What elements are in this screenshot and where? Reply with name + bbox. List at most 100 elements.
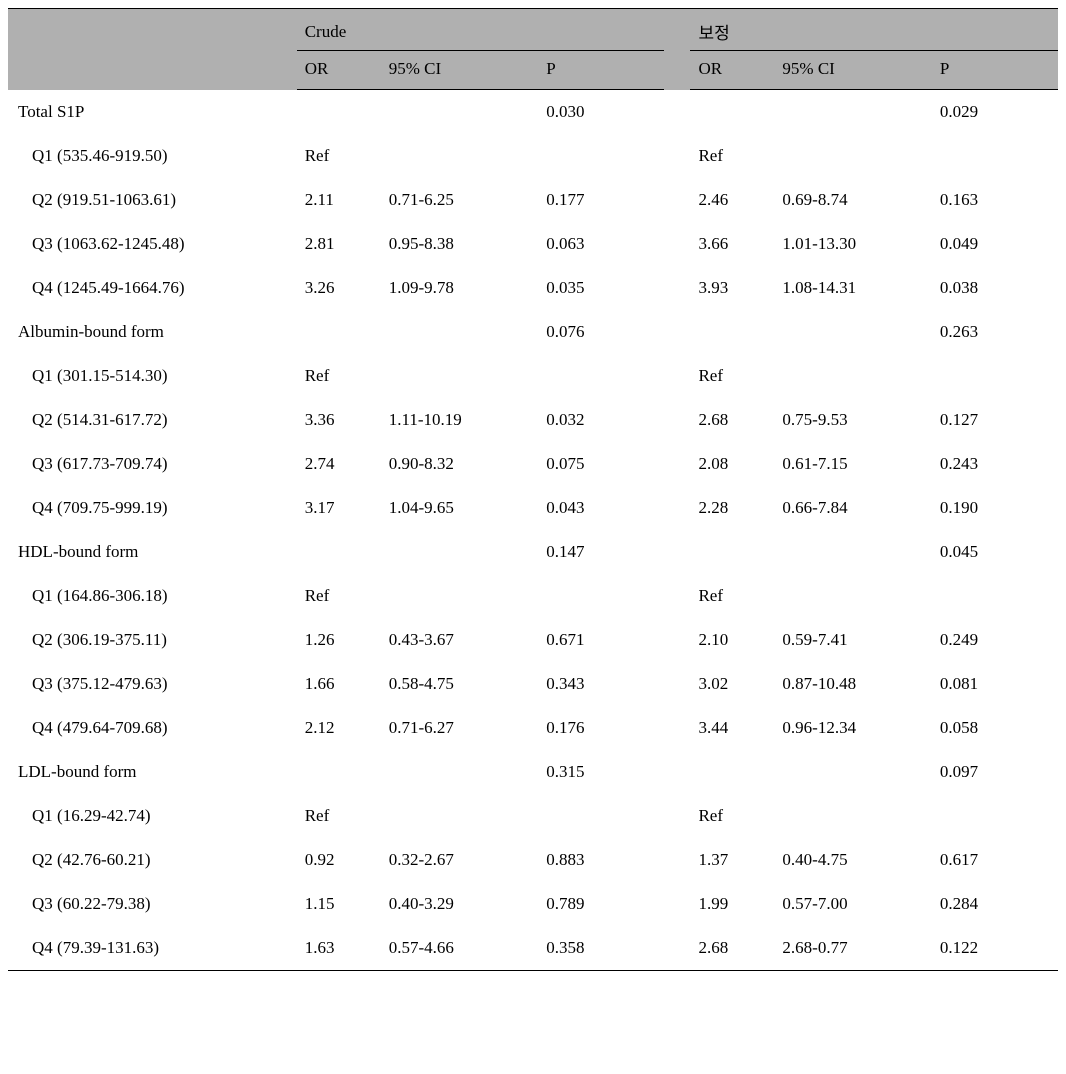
cell-crude-or: 1.63: [297, 926, 381, 971]
cell-adj-p: [932, 134, 1058, 178]
cell-adj-or: 2.10: [690, 618, 774, 662]
cell-crude-ci: 1.11-10.19: [381, 398, 538, 442]
cell-crude-ci: [381, 794, 538, 838]
row-label: Q4 (479.64-709.68): [8, 706, 297, 750]
cell-gap: [664, 662, 690, 706]
row-label: Q1 (164.86-306.18): [8, 574, 297, 618]
cell-crude-or: 2.12: [297, 706, 381, 750]
cell-crude-or: 3.36: [297, 398, 381, 442]
cell-adj-or: Ref: [690, 794, 774, 838]
cell-adj-ci: 0.66-7.84: [774, 486, 931, 530]
cell-adj-p: 0.097: [932, 750, 1058, 794]
cell-adj-or: 3.02: [690, 662, 774, 706]
cell-crude-ci: 0.90-8.32: [381, 442, 538, 486]
section-row: Albumin-bound form0.0760.263: [8, 310, 1058, 354]
cell-adj-p: [932, 354, 1058, 398]
cell-adj-ci: 0.87-10.48: [774, 662, 931, 706]
header-adj-or: OR: [690, 51, 774, 90]
cell-crude-p: 0.030: [538, 90, 664, 135]
cell-crude-ci: [381, 530, 538, 574]
cell-adj-ci: [774, 794, 931, 838]
cell-gap: [664, 574, 690, 618]
cell-adj-p: 0.029: [932, 90, 1058, 135]
cell-gap: [664, 310, 690, 354]
cell-adj-ci: 0.59-7.41: [774, 618, 931, 662]
row-label: Q2 (42.76-60.21): [8, 838, 297, 882]
cell-gap: [664, 926, 690, 971]
cell-adj-p: 0.190: [932, 486, 1058, 530]
cell-gap: [664, 354, 690, 398]
row-label: Q3 (375.12-479.63): [8, 662, 297, 706]
cell-crude-ci: [381, 90, 538, 135]
section-title: HDL-bound form: [8, 530, 297, 574]
header-adj-ci: 95% CI: [774, 51, 931, 90]
row-label: Q1 (16.29-42.74): [8, 794, 297, 838]
cell-crude-p: [538, 574, 664, 618]
section-row: Total S1P 0.030 0.029: [8, 90, 1058, 135]
section-row: HDL-bound form0.1470.045: [8, 530, 1058, 574]
cell-gap: [664, 882, 690, 926]
cell-crude-or: Ref: [297, 354, 381, 398]
cell-adj-ci: 1.08-14.31: [774, 266, 931, 310]
table-header: Crude 보정 OR 95% CI P OR 95% CI P: [8, 9, 1058, 90]
cell-crude-or: 3.17: [297, 486, 381, 530]
cell-crude-ci: 0.58-4.75: [381, 662, 538, 706]
table-row: Q2 (42.76-60.21)0.920.32-2.670.8831.370.…: [8, 838, 1058, 882]
row-label: Q1 (301.15-514.30): [8, 354, 297, 398]
cell-crude-p: 0.177: [538, 178, 664, 222]
cell-crude-or: 2.74: [297, 442, 381, 486]
table-row: Q1 (535.46-919.50)RefRef: [8, 134, 1058, 178]
cell-adj-ci: 2.68-0.77: [774, 926, 931, 971]
table-row: Q1 (164.86-306.18)RefRef: [8, 574, 1058, 618]
statistics-table: Crude 보정 OR 95% CI P OR 95% CI P Total S…: [8, 8, 1058, 971]
cell-adj-p: 0.263: [932, 310, 1058, 354]
row-label: Q2 (306.19-375.11): [8, 618, 297, 662]
header-crude-ci: 95% CI: [381, 51, 538, 90]
row-label: Q4 (709.75-999.19): [8, 486, 297, 530]
table-row: Q4 (1245.49-1664.76)3.261.09-9.780.0353.…: [8, 266, 1058, 310]
cell-adj-ci: [774, 134, 931, 178]
cell-adj-p: 0.249: [932, 618, 1058, 662]
cell-adj-or: 1.37: [690, 838, 774, 882]
cell-gap: [664, 398, 690, 442]
cell-adj-p: 0.038: [932, 266, 1058, 310]
cell-adj-or: 2.28: [690, 486, 774, 530]
cell-adj-ci: 0.40-4.75: [774, 838, 931, 882]
cell-adj-or: Ref: [690, 134, 774, 178]
cell-crude-or: [297, 310, 381, 354]
cell-gap: [664, 486, 690, 530]
row-label: Q2 (514.31-617.72): [8, 398, 297, 442]
cell-gap: [664, 442, 690, 486]
cell-crude-p: 0.343: [538, 662, 664, 706]
cell-crude-or: 1.15: [297, 882, 381, 926]
section-title: Total S1P: [8, 90, 297, 135]
statistics-table-container: Crude 보정 OR 95% CI P OR 95% CI P Total S…: [8, 8, 1058, 971]
cell-gap: [664, 222, 690, 266]
header-gap: [664, 9, 690, 90]
row-label: Q3 (1063.62-1245.48): [8, 222, 297, 266]
cell-crude-p: [538, 134, 664, 178]
cell-adj-p: 0.243: [932, 442, 1058, 486]
cell-adj-ci: [774, 574, 931, 618]
cell-crude-p: 0.176: [538, 706, 664, 750]
table-row: Q4 (79.39-131.63)1.630.57-4.660.3582.682…: [8, 926, 1058, 971]
cell-crude-or: Ref: [297, 134, 381, 178]
cell-crude-p: 0.076: [538, 310, 664, 354]
table-row: Q3 (1063.62-1245.48)2.810.95-8.380.0633.…: [8, 222, 1058, 266]
cell-adj-ci: 0.61-7.15: [774, 442, 931, 486]
table-row: Q2 (919.51-1063.61)2.110.71-6.250.1772.4…: [8, 178, 1058, 222]
cell-gap: [664, 618, 690, 662]
cell-gap: [664, 178, 690, 222]
cell-adj-p: [932, 574, 1058, 618]
cell-adj-or: [690, 750, 774, 794]
cell-adj-ci: 0.69-8.74: [774, 178, 931, 222]
table-row: Q1 (16.29-42.74)RefRef: [8, 794, 1058, 838]
row-label: Q4 (79.39-131.63): [8, 926, 297, 971]
header-group-crude: Crude: [297, 9, 664, 51]
cell-adj-p: 0.045: [932, 530, 1058, 574]
cell-crude-or: Ref: [297, 794, 381, 838]
cell-adj-ci: [774, 90, 931, 135]
cell-crude-p: 0.032: [538, 398, 664, 442]
header-crude-or: OR: [297, 51, 381, 90]
table-row: Q3 (375.12-479.63)1.660.58-4.750.3433.02…: [8, 662, 1058, 706]
